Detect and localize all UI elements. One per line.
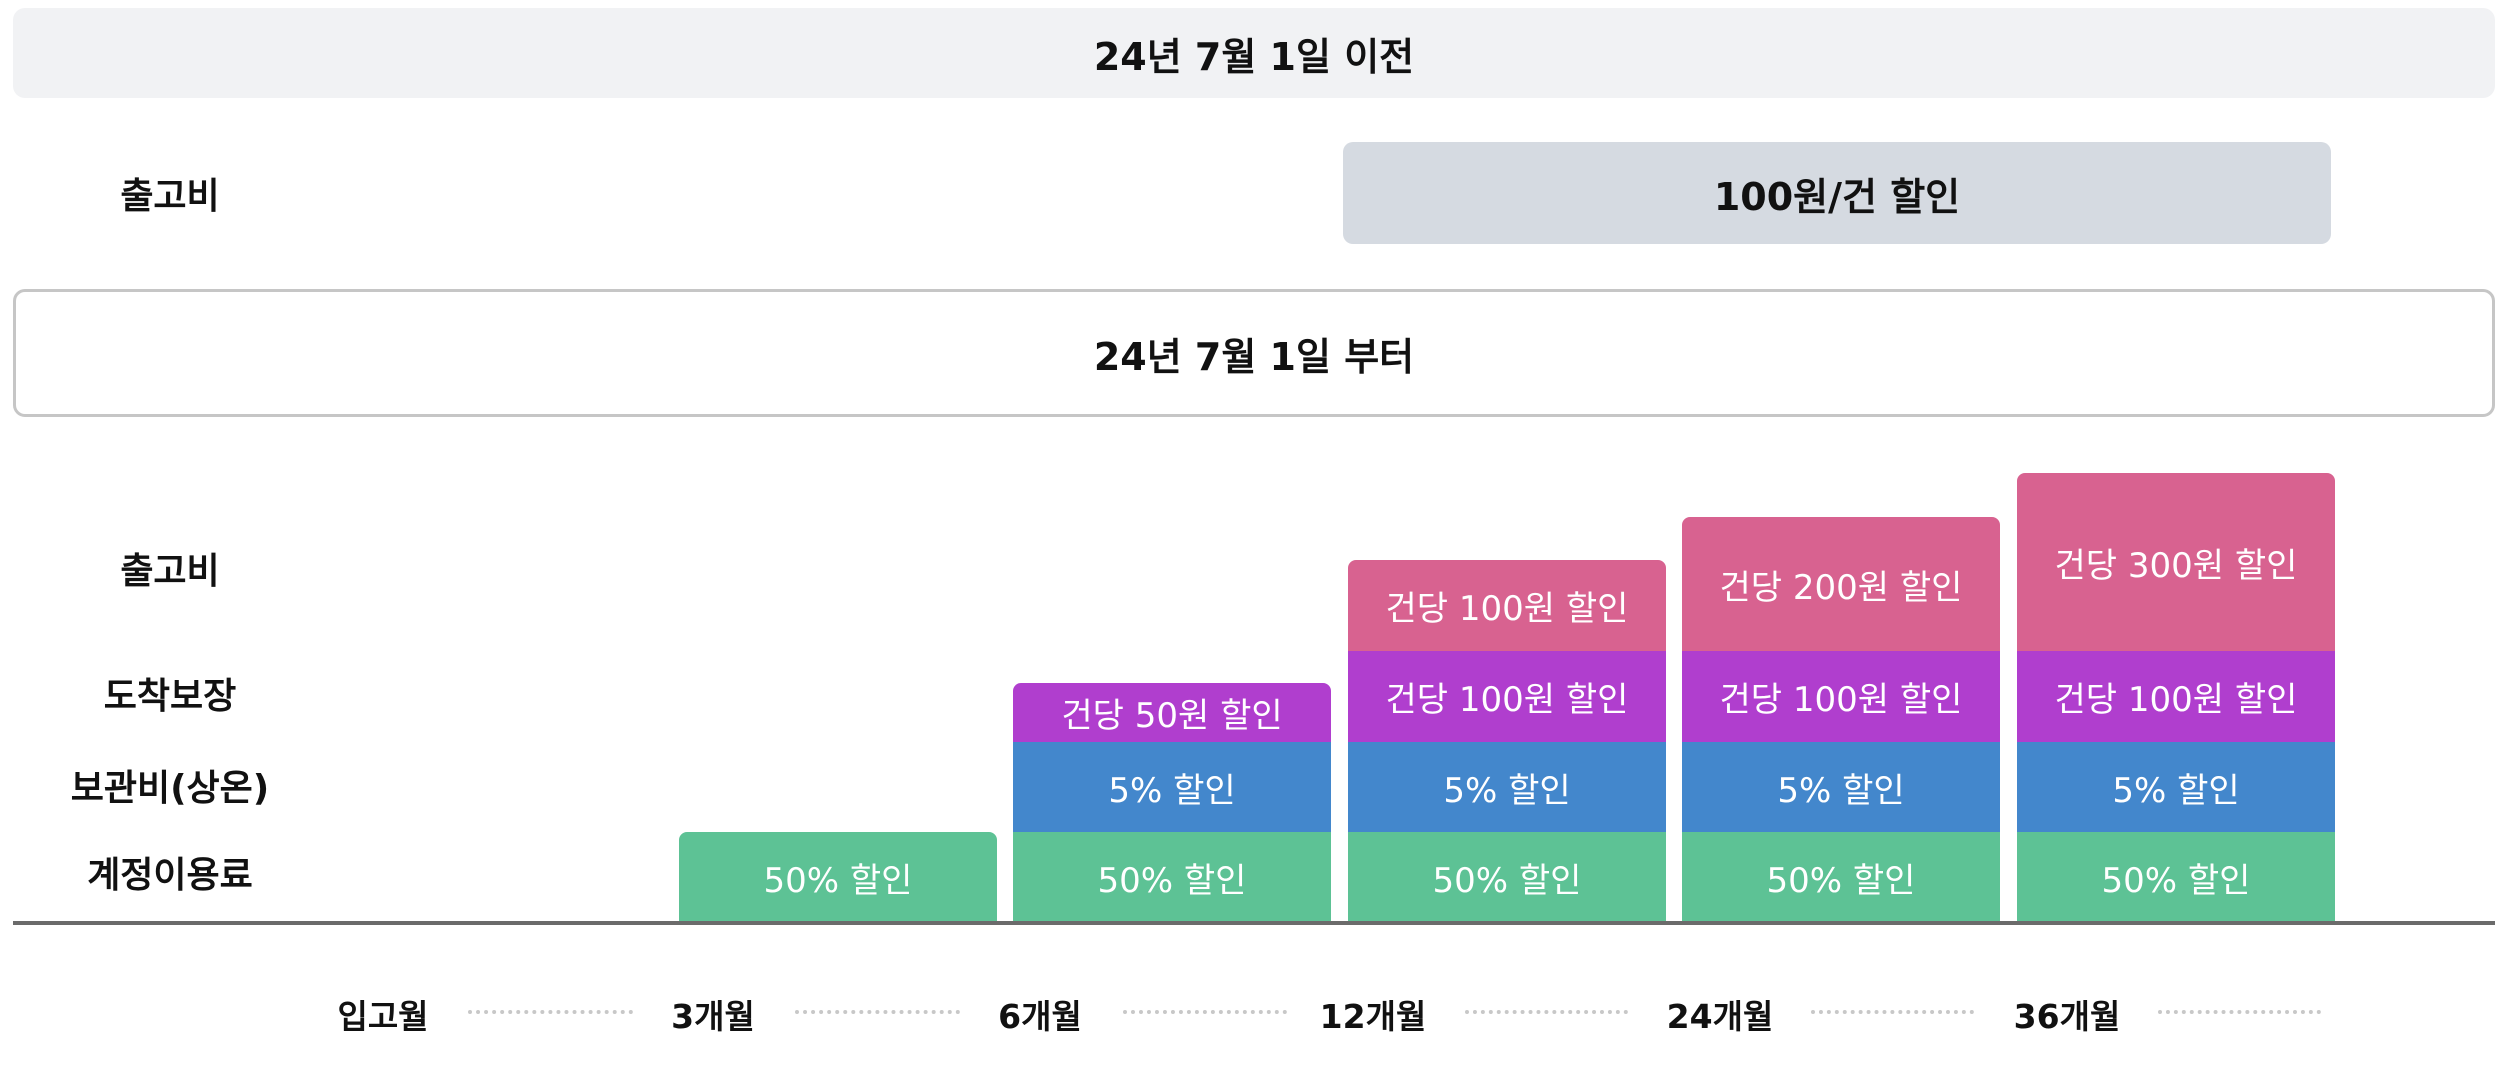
axis-dotted-connector-2 [1123,1010,1287,1014]
axis-dotted-connector-3 [1465,1010,1628,1014]
row-label-delivery-guarantee: 도착보장 [103,676,237,717]
row-label-account-fee: 계정이용료 [87,855,253,896]
col-4-shipping-label: 건당 200원 할인 [1719,567,1963,608]
axis-dotted-connector-0 [468,1010,633,1014]
col-2-delivery-segment: 건당 50원 할인 [1013,683,1331,742]
col-4-storage-segment: 5% 할인 [1682,742,2000,832]
col-3-shipping-label: 건당 100원 할인 [1385,589,1629,629]
col-2-delivery-label: 건당 50원 할인 [1061,696,1283,736]
axis-label-3: 12개월 [1319,997,1427,1036]
col-2-storage-segment: 5% 할인 [1013,742,1331,832]
old-shipping-discount-text: 100원/건 할인 [1713,174,1961,219]
banner-from-july: 24년 7월 1일 부터 [13,289,2495,417]
col-5-account-segment: 50% 할인 [2017,832,2335,923]
col-3-storage-segment: 5% 할인 [1348,742,1666,832]
row-label-shipping: 출고비 [120,551,220,592]
banner-from-text: 24년 7월 1일 부터 [1093,334,1415,379]
col-2-account-segment: 50% 할인 [1013,832,1331,923]
axis-label-2: 6개월 [998,997,1082,1036]
col-3-storage-label: 5% 할인 [1443,770,1571,811]
axis-dotted-connector-4 [1811,1010,1974,1014]
row-label-storage: 보관비(상온) [70,768,270,809]
axis-label-0: 입고월 [337,997,429,1036]
col-5-shipping-segment: 건당 300원 할인 [2017,473,2335,651]
col-4-shipping-segment: 건당 200원 할인 [1682,517,2000,651]
col-1-account-label: 50% 할인 [763,861,913,901]
col-2-storage-label: 5% 할인 [1108,770,1236,811]
col-5-account-label: 50% 할인 [2101,861,2251,901]
col-4-delivery-label: 건당 100원 할인 [1719,680,1963,720]
axis-dotted-connector-1 [795,1010,960,1014]
col-4-account-label: 50% 할인 [1766,861,1916,901]
col-5-delivery-segment: 건당 100원 할인 [2017,651,2335,742]
col-1-account-segment: 50% 할인 [679,832,997,923]
col-3-delivery-segment: 건당 100원 할인 [1348,651,1666,742]
axis-label-5: 36개월 [2013,997,2121,1036]
col-2-account-label: 50% 할인 [1097,861,1247,901]
col-3-account-label: 50% 할인 [1432,861,1582,901]
row-label-shipping-old: 출고비 [120,176,220,217]
old-shipping-discount-bar: 100원/건 할인 [1343,142,2331,244]
col-3-shipping-segment: 건당 100원 할인 [1348,560,1666,651]
col-5-shipping-label: 건당 300원 할인 [2054,545,2298,586]
axis-dotted-connector-5 [2158,1010,2321,1014]
baseline [13,921,2495,925]
col-5-storage-segment: 5% 할인 [2017,742,2335,832]
axis-label-1: 3개월 [671,997,755,1036]
col-4-account-segment: 50% 할인 [1682,832,2000,923]
banner-before-text: 24년 7월 1일 이전 [1093,34,1415,79]
col-4-storage-label: 5% 할인 [1777,770,1905,811]
col-5-delivery-label: 건당 100원 할인 [2054,680,2298,720]
col-4-delivery-segment: 건당 100원 할인 [1682,651,2000,742]
col-3-delivery-label: 건당 100원 할인 [1385,680,1629,720]
col-3-account-segment: 50% 할인 [1348,832,1666,923]
col-5-storage-label: 5% 할인 [2112,770,2240,811]
axis-label-4: 24개월 [1666,997,1774,1036]
banner-before-july: 24년 7월 1일 이전 [13,8,2495,98]
